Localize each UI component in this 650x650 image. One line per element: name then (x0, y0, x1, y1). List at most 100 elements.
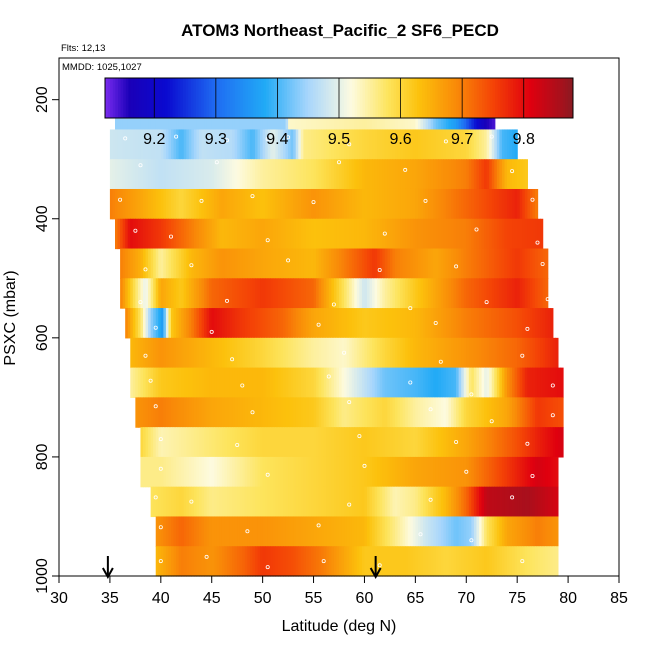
heat-cell (535, 486, 539, 518)
heat-cell (405, 427, 409, 458)
heat-cell (176, 337, 180, 369)
heat-cell (552, 397, 556, 428)
heat-cell (507, 308, 511, 339)
colorbar-segment (159, 78, 163, 118)
heat-cell (199, 486, 203, 518)
heat-cell (356, 397, 360, 428)
heat-cell (293, 486, 297, 518)
heat-cell (501, 159, 506, 190)
heat-cell (249, 486, 254, 518)
heat-cell (232, 367, 236, 398)
heat-cell (430, 367, 434, 398)
heat-cell (305, 337, 310, 369)
heat-cell (188, 397, 192, 428)
heat-cell (221, 397, 226, 428)
heat-cell (224, 218, 228, 250)
colorbar-segment (235, 78, 239, 118)
heat-cell (145, 456, 149, 488)
heat-cell (277, 159, 282, 190)
heat-cell (252, 129, 256, 160)
heat-cell (313, 337, 317, 369)
heat-cell (160, 367, 164, 398)
heat-cell (323, 188, 327, 220)
heat-cell (514, 427, 518, 458)
heat-cell (491, 516, 495, 547)
heat-cell (458, 159, 462, 190)
heat-cell (486, 427, 490, 458)
heat-cell (120, 218, 124, 250)
heat-cell (425, 218, 429, 250)
pressure-band-750-800 (140, 427, 564, 458)
heat-cell (206, 159, 210, 190)
heat-cell (201, 456, 205, 488)
heat-cell (425, 546, 429, 577)
heat-cell (331, 278, 335, 309)
heat-cell (512, 337, 516, 369)
sample-marker (123, 136, 128, 141)
heat-cell (400, 278, 404, 309)
heat-cell (265, 248, 269, 279)
heat-cell (234, 516, 238, 547)
heat-cell (412, 129, 416, 160)
heat-cell (417, 486, 422, 518)
heat-cell (295, 159, 299, 190)
heat-cell (183, 129, 187, 160)
heat-cell (160, 218, 164, 250)
heat-cell (305, 516, 310, 547)
heat-cell (417, 218, 422, 250)
heat-cell (542, 367, 546, 398)
heat-cell (331, 427, 335, 458)
heat-cell (359, 486, 363, 518)
heat-cell (165, 546, 170, 577)
heat-cell (267, 367, 271, 398)
heat-cell (270, 456, 274, 488)
heat-cell (456, 397, 460, 428)
heat-cell (382, 129, 386, 160)
heat-cell (448, 516, 452, 547)
heat-cell (369, 516, 373, 547)
heat-cell (214, 308, 218, 339)
heat-cell (412, 188, 416, 220)
heat-cell (489, 337, 493, 369)
heat-cell (514, 546, 518, 577)
heat-cell (186, 278, 190, 309)
heat-cell (260, 397, 264, 428)
heat-cell (550, 516, 554, 547)
heat-cell (356, 486, 360, 518)
heat-cell (130, 248, 134, 279)
heat-cell (209, 188, 213, 220)
heat-cell (346, 397, 350, 428)
heat-cell (456, 337, 460, 369)
heat-cell (501, 188, 506, 220)
heat-cell (463, 129, 467, 160)
heat-cell (407, 486, 411, 518)
heat-cell (229, 129, 233, 160)
heat-cell (387, 427, 391, 458)
heat-cell (517, 546, 521, 577)
heat-cell (260, 129, 264, 160)
heat-cell (484, 367, 488, 398)
heat-cell (349, 188, 353, 220)
heat-cell (451, 516, 455, 547)
heat-cell (361, 516, 366, 547)
heat-cell (328, 129, 332, 160)
heat-cell (295, 427, 299, 458)
heat-cell (423, 397, 427, 428)
heat-cell (522, 427, 526, 458)
heat-cell (285, 159, 289, 190)
colorbar-segment (414, 78, 418, 118)
heat-cell (165, 218, 170, 250)
heat-cell (277, 248, 282, 279)
heat-cell (150, 456, 154, 488)
heat-cell (517, 397, 521, 428)
heat-cell (552, 337, 556, 369)
heat-cell (221, 248, 226, 279)
heat-cell (227, 248, 231, 279)
heat-cell (290, 308, 294, 339)
heat-cell (244, 456, 248, 488)
heat-cell (313, 248, 317, 279)
heat-cell (234, 397, 238, 428)
heat-cell (545, 516, 549, 547)
heat-cell (443, 397, 447, 428)
heat-cell (501, 218, 506, 250)
